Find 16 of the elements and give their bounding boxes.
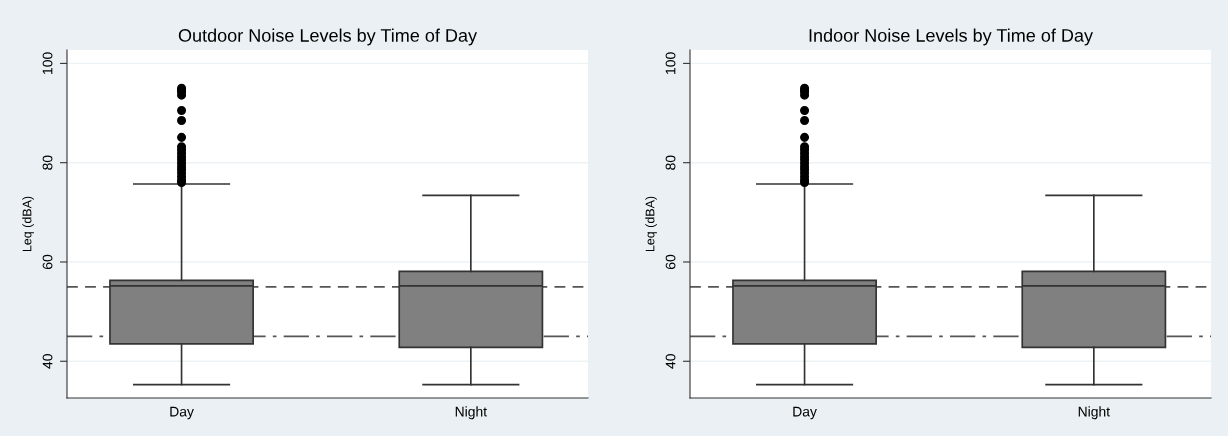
x-tick-label: Day (793, 406, 817, 420)
x-tick-label: Night (455, 406, 487, 420)
y-tick-label: 80 (665, 155, 676, 170)
chart-title: Indoor Noise Levels by Time of Day (809, 28, 1093, 46)
y-tick-label: 40 (665, 354, 676, 369)
y-tick-label: 80 (42, 155, 53, 170)
y-tick-label: 100 (665, 52, 676, 74)
y-axis-title: Leq (dBA) (22, 196, 34, 252)
y-tick-label: 60 (42, 254, 53, 269)
chart-title: Outdoor Noise Levels by Time of Day (178, 28, 477, 46)
y-axis-title: Leq (dBA) (645, 196, 657, 252)
y-tick-label: 100 (42, 52, 53, 74)
x-tick-label: Day (170, 406, 194, 420)
y-tick-label: 40 (42, 354, 53, 369)
y-tick-label: 60 (665, 254, 676, 269)
x-tick-label: Night (1078, 406, 1110, 420)
